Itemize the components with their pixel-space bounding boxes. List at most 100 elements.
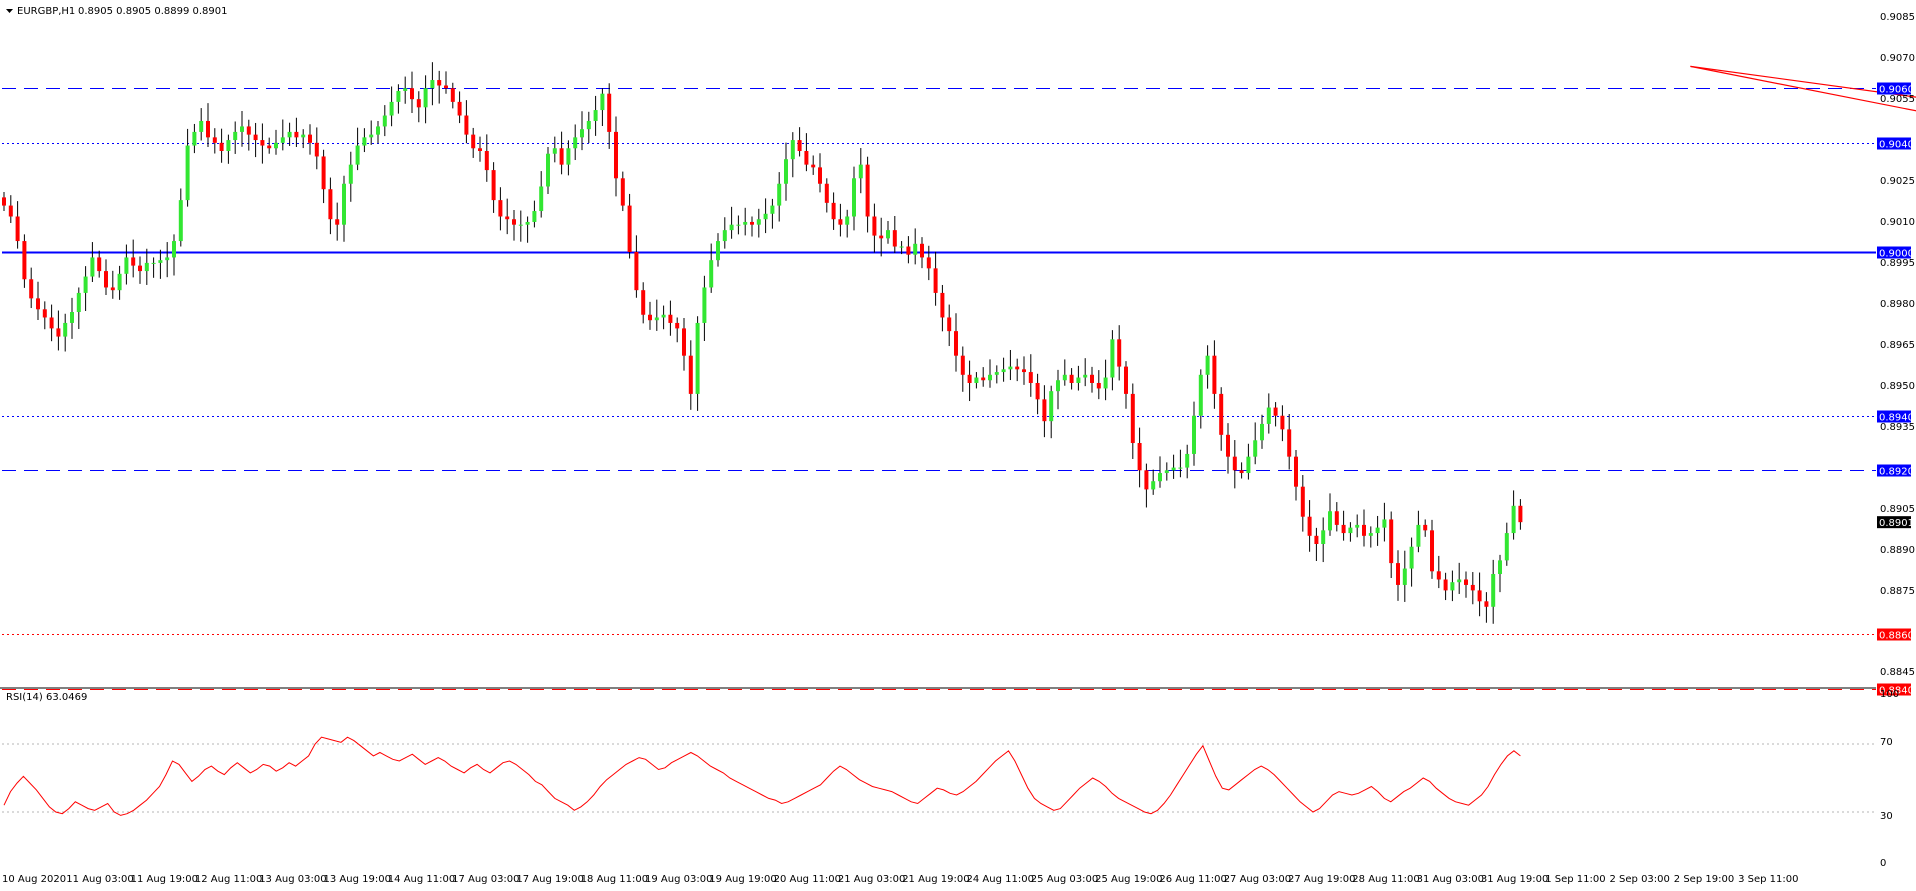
candle-body — [246, 126, 251, 135]
candle — [342, 175, 346, 242]
candle — [151, 257, 156, 278]
candle — [818, 153, 822, 193]
candle — [437, 70, 442, 104]
symbol-dropdown-icon[interactable] — [6, 9, 13, 13]
candle-body — [97, 257, 102, 272]
candle-body — [505, 216, 510, 220]
candle — [804, 133, 809, 172]
candle — [212, 128, 217, 154]
candle — [444, 71, 448, 94]
candle-body — [716, 241, 720, 261]
time-tick: 17 Aug 03:00 — [452, 874, 519, 885]
candle — [722, 217, 727, 249]
candle — [287, 122, 292, 146]
candle — [335, 202, 340, 241]
candle-body — [1015, 366, 1020, 370]
candle-body — [763, 213, 768, 220]
candle — [192, 123, 197, 154]
rsi-level-70: 70 — [1880, 737, 1893, 748]
candle — [532, 200, 537, 228]
candle — [1518, 499, 1523, 530]
candle — [1491, 559, 1496, 624]
level-badge — [1877, 82, 1911, 95]
candle-body — [1158, 473, 1162, 482]
candle-body — [586, 120, 591, 130]
candle — [294, 117, 299, 148]
rsi-line — [3, 736, 1521, 816]
candle — [1198, 369, 1203, 429]
candle-body — [1226, 434, 1230, 457]
candle — [1423, 519, 1428, 537]
candle-body — [879, 235, 884, 239]
price-tick: 0.9010 — [1880, 217, 1915, 228]
candle — [478, 136, 482, 162]
candle — [1083, 358, 1088, 387]
candle-body — [403, 88, 408, 91]
candle-body — [1504, 533, 1509, 561]
candle-body — [1001, 369, 1006, 373]
candle — [1239, 462, 1244, 479]
candle-body — [648, 314, 652, 321]
time-tick: 25 Aug 03:00 — [1031, 874, 1098, 885]
candle — [852, 166, 856, 231]
candle-body — [301, 134, 306, 138]
candle-body — [362, 137, 367, 146]
candle-body — [1192, 415, 1196, 454]
candle-body — [661, 314, 666, 318]
candle — [1124, 361, 1128, 409]
candle-body — [29, 279, 34, 299]
level-badge-label: 0.8860 — [1879, 631, 1914, 642]
candle-body — [981, 377, 986, 381]
candle — [695, 316, 700, 411]
candle — [2, 191, 6, 212]
candle — [1362, 509, 1366, 547]
candle-body — [1368, 533, 1373, 536]
candle-body — [797, 140, 802, 151]
candle-body — [1470, 584, 1475, 591]
candle — [512, 210, 516, 241]
level-badge — [1877, 137, 1911, 150]
candle — [308, 124, 312, 155]
candle — [797, 127, 802, 157]
candle — [634, 235, 639, 298]
candle — [1280, 405, 1285, 442]
candle-body — [294, 131, 299, 138]
candle-body — [410, 88, 414, 100]
level-badge — [1877, 628, 1911, 641]
candle-body — [1171, 467, 1176, 471]
candle — [1436, 555, 1441, 589]
candle-body — [1511, 505, 1516, 534]
candle — [573, 124, 578, 161]
candle-body — [117, 273, 122, 291]
candle — [1409, 537, 1414, 587]
candle — [668, 300, 673, 336]
candle-body — [36, 298, 40, 310]
candle — [70, 297, 74, 339]
time-tick: 19 Aug 03:00 — [645, 874, 712, 885]
candle-body — [954, 331, 958, 356]
candle-body — [906, 246, 911, 255]
candle — [15, 201, 20, 249]
candle — [566, 140, 571, 176]
candle-body — [314, 142, 319, 157]
candle-body — [376, 126, 380, 135]
candle-body — [695, 322, 700, 394]
candle — [389, 86, 394, 127]
candle-body — [1110, 339, 1115, 378]
candle-body — [750, 221, 754, 225]
candle — [750, 216, 754, 237]
candle — [36, 281, 40, 320]
candle-body — [464, 115, 469, 135]
time-tick: 13 Aug 03:00 — [259, 874, 326, 885]
candle-body — [240, 126, 244, 132]
candle-body — [1144, 470, 1149, 490]
candle — [484, 134, 489, 182]
candle — [1110, 330, 1115, 391]
candle — [1300, 475, 1305, 532]
candle — [1008, 349, 1013, 381]
candle-body — [348, 164, 353, 184]
candle — [1178, 449, 1183, 478]
candle — [63, 313, 68, 352]
candle-body — [1198, 374, 1203, 416]
